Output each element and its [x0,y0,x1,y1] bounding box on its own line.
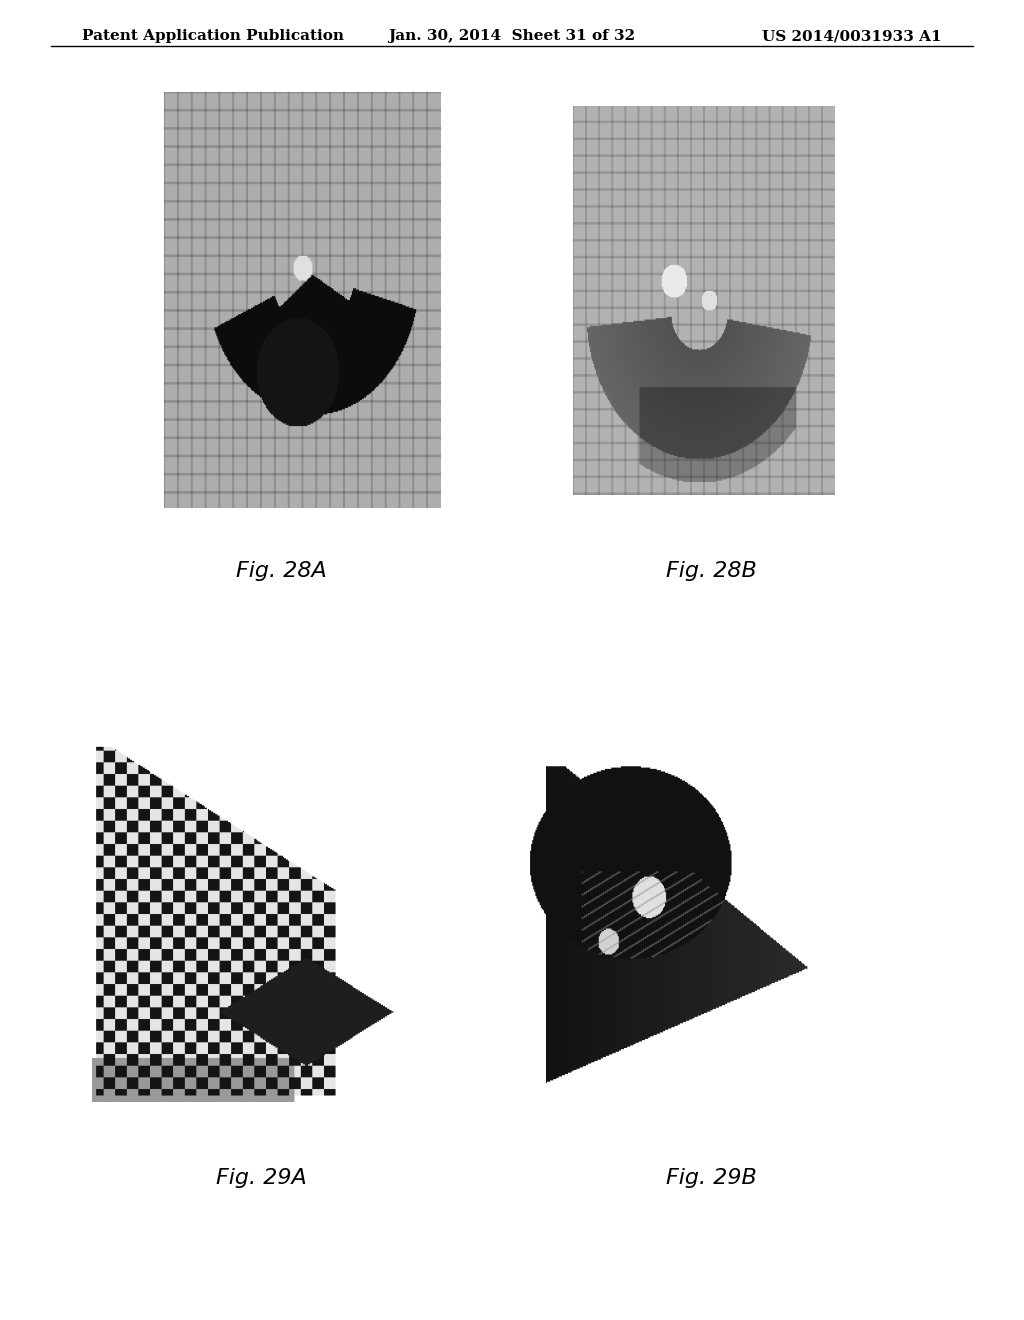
Text: Fig. 28B: Fig. 28B [667,561,757,581]
Text: Fig. 29B: Fig. 29B [667,1168,757,1188]
Text: Patent Application Publication: Patent Application Publication [82,29,344,44]
Text: US 2014/0031933 A1: US 2014/0031933 A1 [763,29,942,44]
Text: Jan. 30, 2014  Sheet 31 of 32: Jan. 30, 2014 Sheet 31 of 32 [388,29,636,44]
Text: 1': 1' [327,139,372,227]
Text: Fig. 29A: Fig. 29A [216,1168,306,1188]
Text: 1': 1' [346,776,402,845]
Text: Fig. 28A: Fig. 28A [237,561,327,581]
